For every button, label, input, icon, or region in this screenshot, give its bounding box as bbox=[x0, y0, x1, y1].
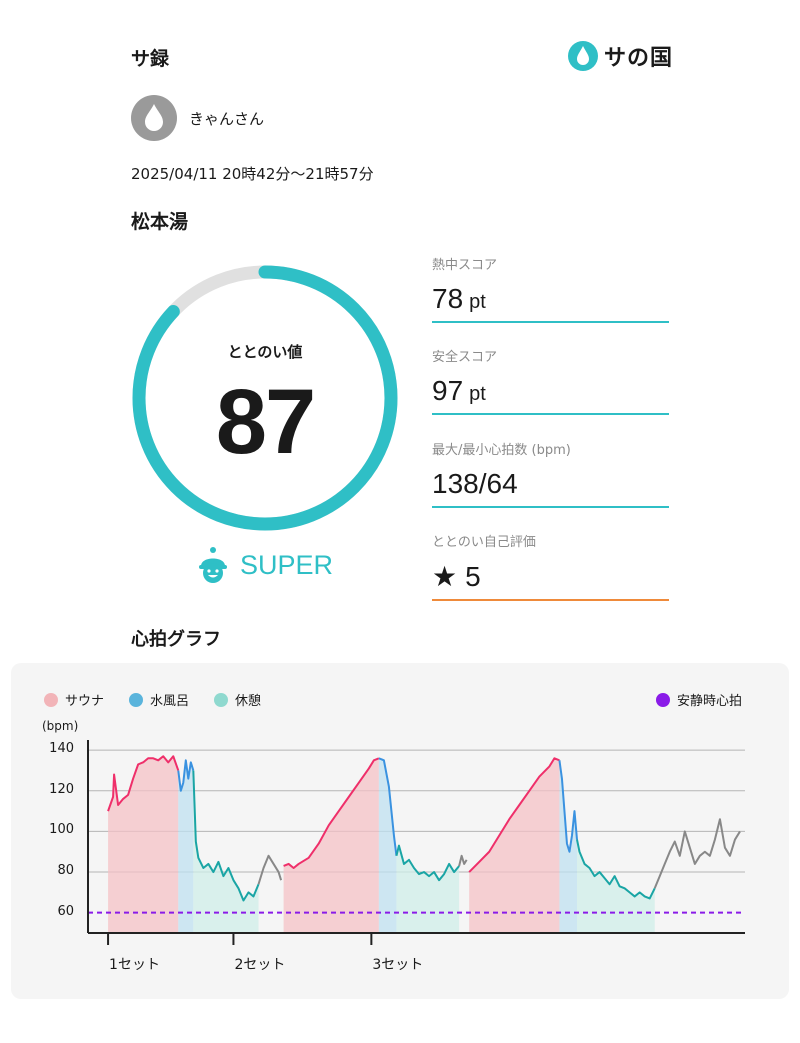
metric-self-rating: ととのい自己評価 ★ 5 bbox=[432, 531, 669, 601]
metric-underline bbox=[432, 321, 669, 323]
phase-area-rest bbox=[576, 839, 655, 933]
y-tick-label: 120 bbox=[49, 781, 74, 797]
y-tick-label: 140 bbox=[49, 741, 74, 757]
metric-label: 安全スコア bbox=[432, 350, 498, 365]
y-axis-unit: (bpm) bbox=[42, 719, 79, 733]
phase-area-sauna bbox=[283, 758, 379, 933]
hr-line-water bbox=[558, 760, 578, 853]
metric-value: 78 pt bbox=[432, 283, 669, 321]
rank-label: SUPER bbox=[240, 549, 334, 580]
totonoi-label: ととのい値 bbox=[227, 343, 303, 361]
metric-number: 97 bbox=[432, 375, 464, 406]
phase-area-sauna bbox=[108, 756, 179, 933]
metric-label: 熱中スコア bbox=[432, 258, 498, 273]
hr-line-sauna bbox=[468, 757, 560, 873]
graph-title: 心拍グラフ bbox=[131, 629, 221, 650]
hr-line-rest bbox=[395, 844, 460, 882]
metric-number: 78 bbox=[432, 283, 464, 314]
phase-area-sauna bbox=[469, 758, 560, 933]
metric-heart-rate: 最大/最小心拍数 (bpm) 138/64 bbox=[432, 439, 669, 508]
metric-value: 138/64 bbox=[432, 468, 669, 506]
metric-label: 最大/最小心拍数 (bpm) bbox=[432, 443, 571, 458]
metric-label: ととのい自己評価 bbox=[432, 535, 536, 550]
star-icon: ★ bbox=[432, 561, 458, 592]
totonoi-gauge bbox=[132, 265, 398, 531]
drop-avatar-icon bbox=[145, 104, 163, 131]
y-tick-label: 80 bbox=[57, 863, 74, 879]
hr-line-sauna bbox=[107, 755, 180, 812]
legend-sauna: サウナ bbox=[44, 690, 104, 709]
legend-water: 水風呂 bbox=[129, 690, 189, 709]
hr-line-other bbox=[257, 854, 283, 885]
hr-line-water bbox=[378, 757, 398, 856]
phase-area-rest bbox=[193, 770, 259, 933]
hr-line-other bbox=[458, 854, 468, 867]
legend-swatch bbox=[129, 692, 143, 707]
y-tick-label: 100 bbox=[49, 822, 74, 838]
metric-value: 97 pt bbox=[432, 375, 669, 413]
gauge-progress-arc bbox=[132, 265, 398, 531]
logo-text: サの国 bbox=[604, 46, 674, 71]
hr-line-other bbox=[653, 818, 741, 889]
metric-unit: pt bbox=[469, 291, 486, 313]
totonoi-value: 87 bbox=[215, 371, 316, 473]
hr-line-rest bbox=[192, 770, 260, 902]
drop-logo-icon bbox=[568, 41, 598, 71]
phase-area-water bbox=[178, 760, 194, 933]
metric-underline bbox=[432, 413, 669, 415]
user-name[interactable]: きゃんさん bbox=[189, 110, 265, 128]
hr-line-rest bbox=[576, 839, 656, 900]
legend-label: 休憩 bbox=[235, 694, 262, 709]
metric-unit: pt bbox=[469, 383, 486, 405]
legend-swatch bbox=[44, 692, 58, 707]
metric-safety-score: 安全スコア 97 pt bbox=[432, 346, 669, 415]
mascot-icon bbox=[199, 547, 227, 583]
set-label: 3セット bbox=[372, 957, 424, 973]
hr-line-water bbox=[177, 759, 195, 792]
metric-value: ★ 5 bbox=[432, 560, 669, 599]
metric-underline bbox=[432, 599, 669, 601]
avatar[interactable] bbox=[131, 95, 177, 141]
legend-resting-hr: 安静時心拍 bbox=[656, 690, 742, 709]
facility-name[interactable]: 松本湯 bbox=[131, 211, 189, 233]
metric-number: 5 bbox=[465, 561, 481, 592]
page-title: サ録 bbox=[131, 48, 170, 70]
legend-swatch bbox=[214, 692, 228, 707]
legend-swatch bbox=[656, 692, 670, 707]
phase-area-rest bbox=[396, 845, 460, 933]
app-logo: サの国 bbox=[568, 40, 673, 72]
hr-line-sauna bbox=[283, 757, 380, 869]
legend-label: 安静時心拍 bbox=[677, 694, 743, 709]
metric-number: 138/64 bbox=[432, 468, 518, 499]
set-label: 2セット bbox=[234, 957, 286, 973]
rank-badge: SUPER bbox=[196, 546, 333, 584]
legend-label: 水風呂 bbox=[150, 694, 190, 709]
y-tick-label: 60 bbox=[57, 903, 74, 919]
legend-rest: 休憩 bbox=[214, 690, 261, 709]
legend-label: サウナ bbox=[65, 694, 105, 709]
metric-heat-score: 熱中スコア 78 pt bbox=[432, 254, 669, 323]
session-time: 2025/04/11 20時42分〜21時57分 bbox=[131, 165, 374, 183]
phase-area-water bbox=[378, 758, 397, 933]
metric-underline bbox=[432, 506, 669, 508]
set-label: 1セット bbox=[109, 957, 160, 973]
